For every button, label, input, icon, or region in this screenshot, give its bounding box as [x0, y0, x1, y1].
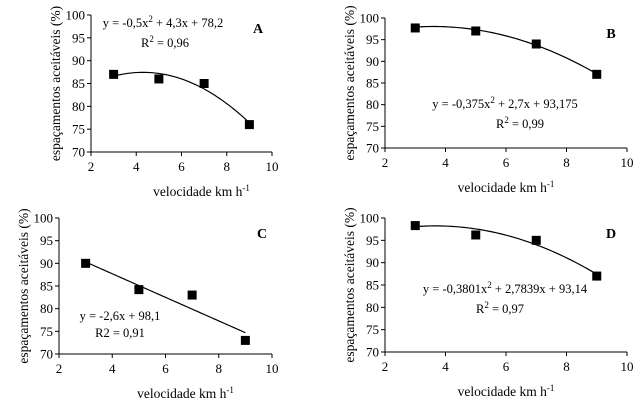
data-point — [109, 69, 119, 79]
data-point — [244, 120, 254, 130]
data-point — [240, 335, 250, 345]
trend-line — [113, 71, 250, 124]
x-tick-label: 2 — [382, 155, 389, 170]
panel-letter: B — [606, 27, 615, 42]
trend-line — [85, 261, 246, 334]
equation-label: y = -0,375x2 + 2,7x + 93,175 — [432, 95, 577, 111]
x-tick-label: 8 — [563, 155, 570, 170]
y-tick-label: 90 — [40, 256, 53, 271]
data-point — [531, 39, 541, 49]
r-squared-label: R2 = 0,99 — [496, 115, 544, 131]
y-tick-label: 70 — [72, 145, 85, 160]
y-tick-label: 100 — [34, 211, 54, 226]
y-tick-label: 80 — [72, 99, 85, 114]
y-tick-label: 70 — [40, 347, 53, 362]
x-tick-label: 8 — [224, 159, 231, 174]
x-tick-label: 4 — [133, 159, 140, 174]
x-tick-label: 8 — [216, 361, 223, 376]
panel-letter: C — [257, 227, 267, 242]
x-tick-label: 4 — [442, 359, 449, 374]
x-tick-label: 10 — [266, 361, 279, 376]
y-tick-label: 80 — [366, 97, 379, 112]
x-tick-label: 10 — [621, 359, 634, 374]
y-tick-label: 90 — [72, 53, 85, 68]
x-tick-label: 6 — [162, 361, 169, 376]
x-axis-title: velocidade km h-1 — [153, 183, 250, 199]
r-squared-label: R2 = 0,97 — [476, 300, 524, 316]
y-tick-label: 95 — [366, 32, 379, 47]
y-tick-label: 75 — [40, 324, 53, 339]
x-tick-label: 2 — [56, 361, 63, 376]
y-tick-label: 70 — [366, 345, 379, 360]
x-axis-title: velocidade km h-1 — [458, 383, 555, 399]
panel-letter: D — [606, 227, 616, 242]
data-point — [410, 221, 420, 231]
y-tick-label: 95 — [40, 233, 53, 248]
y-tick-label: 85 — [40, 279, 53, 294]
data-point — [592, 69, 602, 79]
data-point — [592, 271, 602, 281]
data-point — [531, 235, 541, 245]
equation-label: y = -0,5x2 + 4,3x + 78,2 — [103, 14, 223, 30]
y-tick-label: 80 — [40, 301, 53, 316]
y-tick-label: 70 — [366, 141, 379, 156]
y-tick-label: 95 — [366, 233, 379, 248]
data-point — [134, 285, 144, 295]
y-tick-label: 75 — [366, 119, 379, 134]
x-tick-label: 10 — [621, 155, 634, 170]
y-tick-label: 85 — [366, 76, 379, 91]
y-tick-label: 100 — [360, 211, 380, 226]
y-tick-label: 80 — [366, 300, 379, 315]
panel-b: 70 75 80 85 90 95 100 2 4 6 8 10 espaçamentos aceitá… — [342, 5, 634, 195]
x-axis-title: velocidade km h-1 — [137, 385, 234, 401]
trend-line — [415, 25, 598, 75]
data-point — [410, 23, 420, 33]
data-point — [81, 258, 91, 268]
x-tick-label: 2 — [382, 359, 389, 374]
x-tick-label: 6 — [503, 155, 510, 170]
y-tick-label: 95 — [72, 30, 85, 45]
r-squared-label: R2 = 0,96 — [141, 34, 189, 50]
x-tick-label: 10 — [266, 159, 279, 174]
data-point — [471, 230, 481, 240]
equation-label: y = -2,6x + 98,1 — [80, 309, 161, 323]
x-tick-label: 4 — [442, 155, 449, 170]
y-axis-title: espaçamentos aceitáveis (%) — [16, 208, 31, 363]
y-axis-title: espaçamentos aceitáveis (%) — [48, 6, 63, 161]
data-point — [471, 26, 481, 36]
data-point — [187, 290, 197, 300]
y-tick-label: 85 — [366, 278, 379, 293]
x-tick-label: 6 — [178, 159, 185, 174]
y-tick-label: 85 — [72, 76, 85, 91]
r-squared-label: R2 = 0,91 — [95, 326, 145, 340]
y-tick-label: 90 — [366, 54, 379, 69]
y-axis-title: espaçamentos aceitáveis (%) — [342, 5, 357, 160]
panel-letter: A — [253, 22, 264, 37]
x-tick-label: 8 — [563, 359, 570, 374]
y-tick-label: 100 — [66, 8, 86, 23]
x-tick-label: 4 — [109, 361, 116, 376]
x-tick-label: 6 — [503, 359, 510, 374]
data-point — [154, 74, 164, 84]
equation-label: y = -0,3801x2 + 2,7839x + 93,14 — [423, 280, 588, 296]
y-tick-label: 75 — [366, 322, 379, 337]
y-tick-label: 100 — [360, 11, 380, 26]
data-point — [199, 79, 209, 88]
x-tick-label: 2 — [88, 159, 95, 174]
trend-line — [415, 225, 598, 275]
x-axis-title: velocidade km h-1 — [458, 179, 555, 195]
y-axis-title: espaçamentos aceitáveis (%) — [342, 207, 357, 362]
y-tick-label: 90 — [366, 255, 379, 270]
panel-a: 70 75 80 85 90 95 100 2 4 6 8 10 espaçamentos aceitá… — [48, 6, 279, 199]
panel-d: 70 75 80 85 90 95 100 2 4 6 8 10 espaçamentos aceitá… — [342, 207, 634, 399]
panel-c: 70 75 80 85 90 95 100 2 4 6 8 10 espaçamentos aceitá… — [16, 208, 279, 401]
y-tick-label: 75 — [72, 122, 85, 137]
